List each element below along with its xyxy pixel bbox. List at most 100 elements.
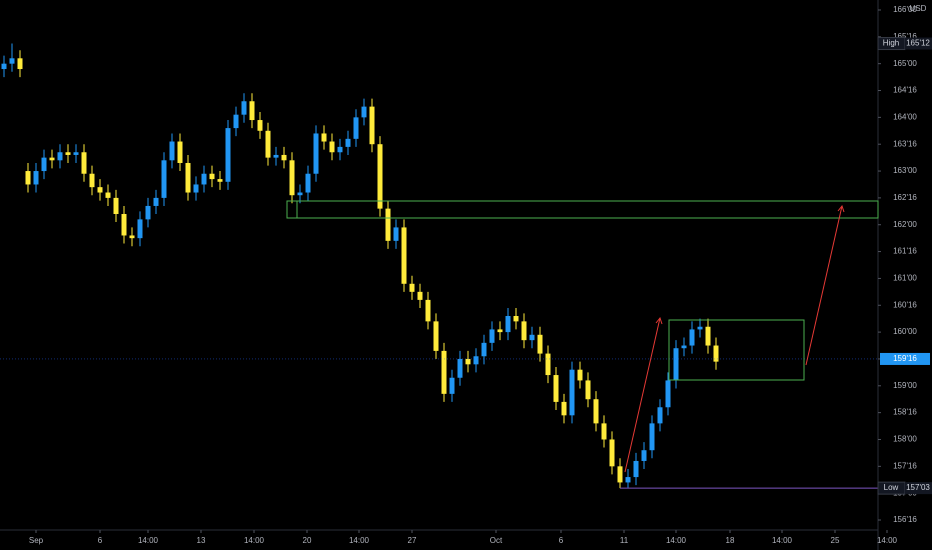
candle-body <box>145 205 151 220</box>
candle-body <box>241 101 247 115</box>
candle-body <box>377 144 383 209</box>
candle-body <box>185 162 191 193</box>
candle-body <box>169 141 175 161</box>
candle-body <box>233 114 239 129</box>
candle-body <box>281 154 287 161</box>
high-value-tag <box>905 37 932 50</box>
candle-body <box>401 227 407 284</box>
x-tick-label: 20 <box>303 536 312 545</box>
last-price-label: 159'16 <box>893 354 917 363</box>
candle-body <box>9 58 15 64</box>
candle-body <box>473 356 479 365</box>
candle-body <box>713 345 719 362</box>
y-tick-label: 160'16 <box>893 300 917 309</box>
x-tick-label: 6 <box>559 536 564 545</box>
currency: USD <box>910 4 927 13</box>
candle-body <box>657 407 663 424</box>
candle-body <box>105 192 111 198</box>
candle-body <box>441 350 447 394</box>
candle-body <box>41 157 47 172</box>
candle-body <box>537 334 543 354</box>
candle-body <box>369 106 375 145</box>
y-tick-label: 161'00 <box>893 274 917 283</box>
x-tick-label: Sep <box>29 536 44 545</box>
candle-body <box>593 399 599 424</box>
candle-body <box>697 326 703 330</box>
zone <box>668 319 805 381</box>
candle-body <box>345 138 351 147</box>
candle-body <box>577 369 583 381</box>
candle-body <box>81 152 87 174</box>
x-tick-label: 25 <box>831 536 840 545</box>
candle-body <box>545 353 551 376</box>
candle-body <box>129 235 135 239</box>
x-tick-label: 14:00 <box>666 536 687 545</box>
x-tick-label: 14:00 <box>877 536 898 545</box>
candle-body <box>1 63 7 70</box>
low-value-tag <box>905 482 932 495</box>
candle-body <box>201 173 207 185</box>
candle-body <box>585 380 591 400</box>
y-tick-label: 166'00 <box>893 5 917 14</box>
candle-body <box>641 450 647 461</box>
plot <box>0 43 878 489</box>
arrow <box>805 205 843 366</box>
candle-body <box>361 106 367 118</box>
candle-body <box>305 173 311 193</box>
candle-body <box>121 213 127 236</box>
candle-body <box>505 316 511 333</box>
x-tick-label: 14:00 <box>244 536 265 545</box>
candle-body <box>601 423 607 440</box>
candle-body <box>465 358 471 365</box>
candle-body <box>209 173 215 180</box>
candle-body <box>385 208 391 241</box>
candle-body <box>665 380 671 408</box>
candle-body <box>49 157 55 161</box>
candle-body <box>449 377 455 394</box>
y-tick-label: 164'00 <box>893 112 917 121</box>
candle-body <box>705 326 711 346</box>
candle-body <box>137 219 143 239</box>
arrow <box>624 317 661 473</box>
axis: 166'00 165'16 165'00 164'16 164'00 163'16 163'… <box>29 5 932 545</box>
x-tick-label: 18 <box>726 536 735 545</box>
high-value-label: 165'12 <box>906 39 930 48</box>
arrows <box>624 204 845 473</box>
y-tick-label: 165'16 <box>893 32 917 41</box>
low-label: Low <box>884 483 899 492</box>
x-tick-label: 14:00 <box>772 536 793 545</box>
candle-body <box>257 120 263 131</box>
candle-body <box>417 291 423 300</box>
y-tick-label: 157'16 <box>893 461 917 470</box>
candle-body <box>569 369 575 416</box>
candle-body <box>561 401 567 416</box>
x-tick-label: 27 <box>408 536 417 545</box>
candle-body <box>313 133 319 174</box>
candle-body <box>481 342 487 357</box>
candle-body <box>153 197 159 206</box>
candle-body <box>393 227 399 241</box>
candle-body <box>73 152 79 155</box>
candle-body <box>353 117 359 139</box>
y-tick-label: 164'16 <box>893 86 917 95</box>
candle-body <box>25 171 31 185</box>
y-tick-label: 165'00 <box>893 59 917 68</box>
candle-body <box>249 101 255 121</box>
candle-body <box>681 345 687 349</box>
candle-body <box>409 283 415 292</box>
candle-body <box>673 348 679 381</box>
y-tick-label: 156'16 <box>893 515 917 524</box>
candle-body <box>161 160 167 198</box>
y-tick-label: 158'16 <box>893 408 917 417</box>
candle-body <box>57 152 63 161</box>
candle-body <box>513 316 519 322</box>
candle-body <box>113 197 119 214</box>
y-tick-label: 162'16 <box>893 193 917 202</box>
candle-body <box>297 192 303 196</box>
candle-body <box>633 460 639 478</box>
y-tick-label: 161'16 <box>893 247 917 256</box>
candle-body <box>321 133 327 142</box>
candle-body <box>329 141 335 153</box>
